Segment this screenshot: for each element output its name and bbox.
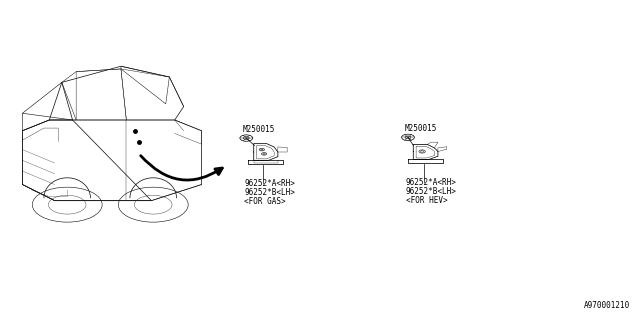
Text: 96252*A<RH>: 96252*A<RH> (406, 178, 456, 187)
FancyArrowPatch shape (141, 156, 222, 180)
Text: 96252*B<LH>: 96252*B<LH> (406, 187, 456, 196)
Text: A970001210: A970001210 (584, 301, 630, 310)
Text: <FOR GAS>: <FOR GAS> (244, 197, 285, 206)
Text: <FOR HEV>: <FOR HEV> (406, 196, 447, 205)
Text: 96252*A<RH>: 96252*A<RH> (244, 179, 295, 188)
Text: 96252*B<LH>: 96252*B<LH> (244, 188, 295, 197)
Text: M250015: M250015 (243, 124, 275, 134)
Text: M250015: M250015 (405, 124, 437, 133)
